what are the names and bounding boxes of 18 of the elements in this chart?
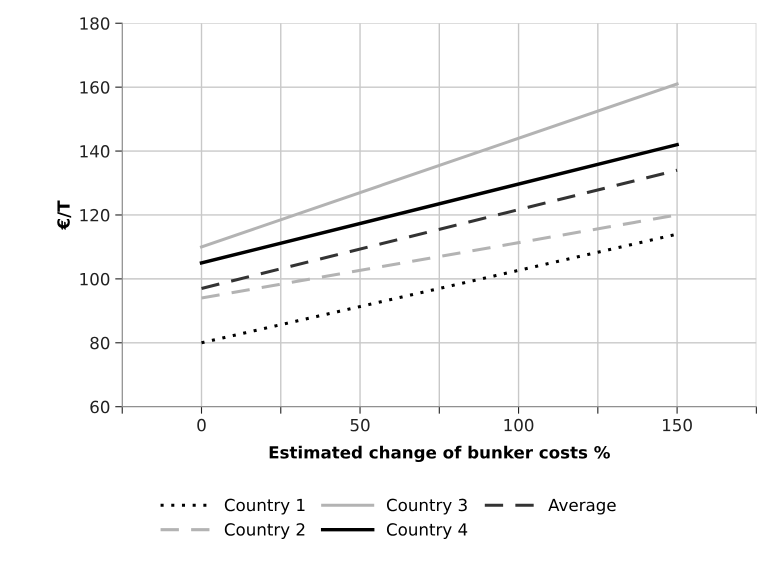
y-tick-label: 120: [80, 208, 110, 222]
legend-label: Country 3: [386, 498, 467, 515]
legend-label: Country 4: [386, 523, 468, 539]
x-tick-label: 50: [350, 418, 370, 432]
y-tick-label: 100: [80, 272, 110, 286]
x-tick-label: 100: [504, 418, 534, 432]
x-tick-label: 150: [663, 418, 692, 432]
y-tick-label: 160: [80, 81, 110, 94]
legend-label: Country 2: [224, 523, 304, 539]
legend-label: Country 1: [224, 498, 304, 515]
y-tick-label: 180: [80, 17, 110, 30]
x-axis-title: Estimated change of bunker costs %: [270, 446, 610, 462]
y-axis-title: €/T: [57, 200, 72, 230]
legend-label: Average: [548, 498, 616, 515]
y-tick-label: 60: [90, 400, 110, 414]
y-tick-label: 80: [90, 336, 110, 350]
x-tick-label: 0: [197, 418, 206, 432]
y-tick-label: 140: [80, 145, 110, 158]
